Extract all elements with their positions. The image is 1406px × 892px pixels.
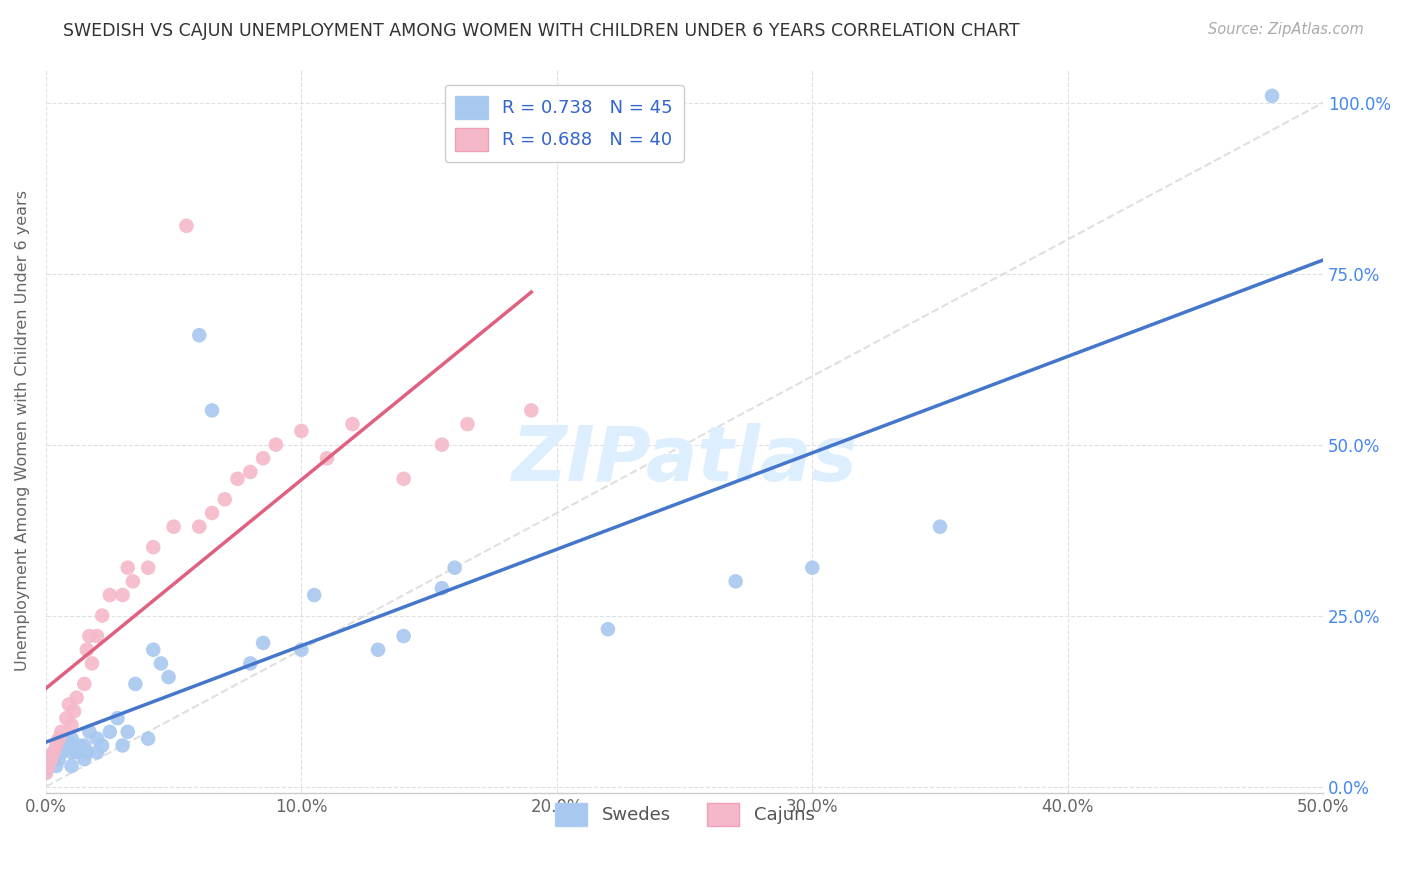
- Point: [157, 670, 180, 684]
- Point: [188, 519, 211, 533]
- Point: [65, 690, 87, 705]
- Point: [111, 588, 134, 602]
- Point: [163, 519, 186, 533]
- Point: [48, 731, 70, 746]
- Point: [76, 642, 98, 657]
- Point: [142, 540, 165, 554]
- Point: [86, 629, 108, 643]
- Point: [136, 560, 159, 574]
- Point: [63, 704, 86, 718]
- Point: [38, 759, 60, 773]
- Point: [149, 657, 172, 671]
- Point: [124, 677, 146, 691]
- Point: [142, 642, 165, 657]
- Point: [55, 731, 77, 746]
- Point: [91, 739, 114, 753]
- Point: [443, 560, 465, 574]
- Point: [264, 437, 287, 451]
- Point: [316, 451, 339, 466]
- Text: Source: ZipAtlas.com: Source: ZipAtlas.com: [1208, 22, 1364, 37]
- Point: [188, 328, 211, 343]
- Point: [52, 739, 75, 753]
- Point: [290, 424, 312, 438]
- Point: [60, 745, 83, 759]
- Point: [801, 560, 824, 574]
- Point: [67, 739, 90, 753]
- Point: [80, 657, 103, 671]
- Point: [91, 608, 114, 623]
- Point: [252, 451, 274, 466]
- Point: [107, 711, 129, 725]
- Point: [239, 465, 262, 479]
- Point: [342, 417, 364, 431]
- Point: [73, 752, 96, 766]
- Point: [60, 759, 83, 773]
- Point: [520, 403, 543, 417]
- Point: [226, 472, 249, 486]
- Point: [60, 731, 83, 746]
- Point: [302, 588, 325, 602]
- Point: [201, 403, 224, 417]
- Text: ZIPatlas: ZIPatlas: [512, 423, 858, 497]
- Point: [392, 629, 415, 643]
- Point: [117, 560, 139, 574]
- Point: [929, 519, 952, 533]
- Point: [239, 657, 262, 671]
- Point: [39, 752, 62, 766]
- Point: [35, 765, 58, 780]
- Point: [117, 724, 139, 739]
- Y-axis label: Unemployment Among Women with Children Under 6 years: Unemployment Among Women with Children U…: [15, 190, 30, 672]
- Point: [201, 506, 224, 520]
- Point: [111, 739, 134, 753]
- Point: [214, 492, 236, 507]
- Point: [65, 745, 87, 759]
- Point: [79, 629, 101, 643]
- Point: [73, 677, 96, 691]
- Point: [98, 588, 121, 602]
- Point: [456, 417, 478, 431]
- Point: [86, 745, 108, 759]
- Point: [176, 219, 198, 233]
- Point: [430, 581, 453, 595]
- Point: [38, 759, 60, 773]
- Point: [98, 724, 121, 739]
- Point: [45, 739, 67, 753]
- Point: [55, 711, 77, 725]
- Point: [76, 745, 98, 759]
- Point: [42, 745, 65, 759]
- Point: [367, 642, 389, 657]
- Point: [73, 739, 96, 753]
- Point: [79, 724, 101, 739]
- Point: [596, 622, 619, 636]
- Point: [51, 724, 73, 739]
- Point: [42, 745, 65, 759]
- Point: [136, 731, 159, 746]
- Point: [430, 437, 453, 451]
- Point: [35, 765, 58, 780]
- Point: [45, 759, 67, 773]
- Point: [121, 574, 143, 589]
- Point: [252, 636, 274, 650]
- Point: [39, 752, 62, 766]
- Point: [1261, 88, 1284, 103]
- Point: [58, 698, 80, 712]
- Point: [724, 574, 747, 589]
- Point: [60, 718, 83, 732]
- Point: [392, 472, 415, 486]
- Point: [86, 731, 108, 746]
- Point: [48, 752, 70, 766]
- Text: SWEDISH VS CAJUN UNEMPLOYMENT AMONG WOMEN WITH CHILDREN UNDER 6 YEARS CORRELATIO: SWEDISH VS CAJUN UNEMPLOYMENT AMONG WOME…: [63, 22, 1019, 40]
- Legend: Swedes, Cajuns: Swedes, Cajuns: [546, 794, 824, 835]
- Point: [290, 642, 312, 657]
- Point: [51, 745, 73, 759]
